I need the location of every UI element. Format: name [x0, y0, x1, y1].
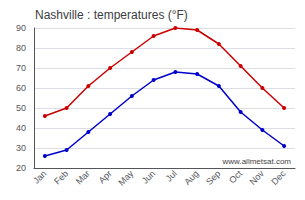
svg-text:Jul: Jul [164, 168, 179, 183]
svg-text:Aug: Aug [182, 168, 200, 186]
svg-text:30: 30 [16, 143, 26, 153]
svg-text:Nashville : temperatures (°F): Nashville : temperatures (°F) [35, 8, 188, 22]
svg-text:May: May [116, 168, 135, 187]
svg-text:Jun: Jun [140, 168, 157, 185]
svg-text:90: 90 [16, 23, 26, 33]
svg-text:Feb: Feb [52, 168, 70, 186]
svg-text:60: 60 [16, 83, 26, 93]
svg-text:Mar: Mar [74, 168, 92, 186]
svg-text:www.allmetsat.com: www.allmetsat.com [222, 157, 292, 166]
svg-text:Apr: Apr [97, 168, 114, 185]
svg-text:Nov: Nov [248, 168, 267, 187]
svg-text:40: 40 [16, 123, 26, 133]
svg-text:Dec: Dec [269, 168, 288, 187]
svg-text:70: 70 [16, 63, 26, 73]
svg-text:Jan: Jan [31, 168, 48, 185]
svg-text:Sep: Sep [204, 168, 222, 186]
svg-text:50: 50 [16, 103, 26, 113]
svg-text:80: 80 [16, 43, 26, 53]
svg-text:Oct: Oct [227, 168, 244, 185]
svg-text:20: 20 [16, 163, 26, 173]
